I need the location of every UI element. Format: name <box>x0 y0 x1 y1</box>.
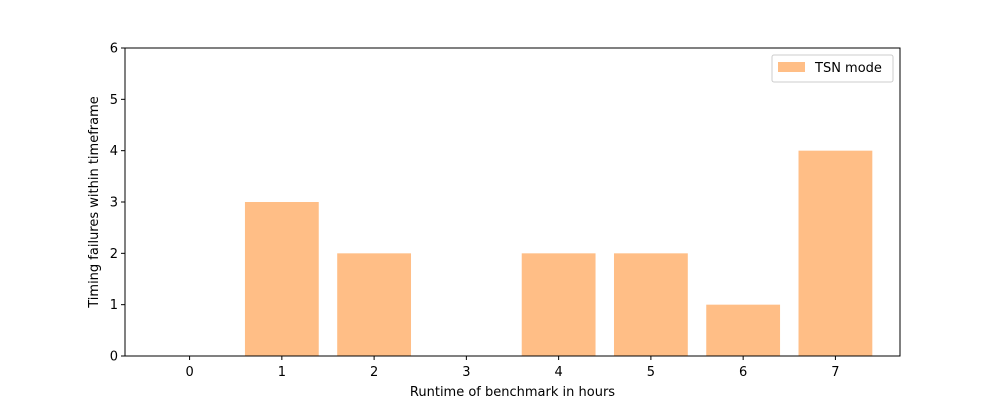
y-tick-label: 5 <box>110 93 118 108</box>
x-tick-label: 2 <box>370 365 378 380</box>
y-tick-label: 4 <box>110 144 118 159</box>
bar-2 <box>337 253 412 356</box>
y-tick-label: 6 <box>110 42 118 57</box>
legend-swatch <box>778 62 805 72</box>
y-axis-label: Timing failures within timeframe <box>87 96 102 309</box>
legend: TSN mode <box>771 54 894 83</box>
bar-7 <box>798 150 873 356</box>
y-tick-label: 3 <box>110 196 118 211</box>
x-tick-label: 1 <box>278 365 286 380</box>
x-tick-label: 4 <box>554 365 562 380</box>
plot-frame <box>124 47 901 357</box>
y-axis-ticks: 0 1 2 3 4 5 6 <box>110 42 125 365</box>
bars <box>244 150 873 356</box>
legend-frame <box>771 54 894 83</box>
bar-1 <box>244 202 319 356</box>
x-tick-label: 6 <box>739 365 747 380</box>
x-tick-label: 3 <box>462 365 470 380</box>
y-tick-label: 2 <box>110 247 118 262</box>
x-tick-label: 5 <box>647 365 655 380</box>
x-tick-label: 0 <box>185 365 193 380</box>
y-tick-label: 1 <box>110 298 118 313</box>
x-axis-ticks: 0 1 2 3 4 5 6 7 <box>185 356 840 380</box>
x-tick-label: 7 <box>831 365 839 380</box>
bar-6 <box>706 304 781 356</box>
bar-5 <box>613 253 688 356</box>
legend-label: TSN mode <box>814 61 882 76</box>
x-axis-label: Runtime of benchmark in hours <box>410 385 615 400</box>
bar-4 <box>521 253 596 356</box>
y-tick-label: 0 <box>110 350 118 365</box>
